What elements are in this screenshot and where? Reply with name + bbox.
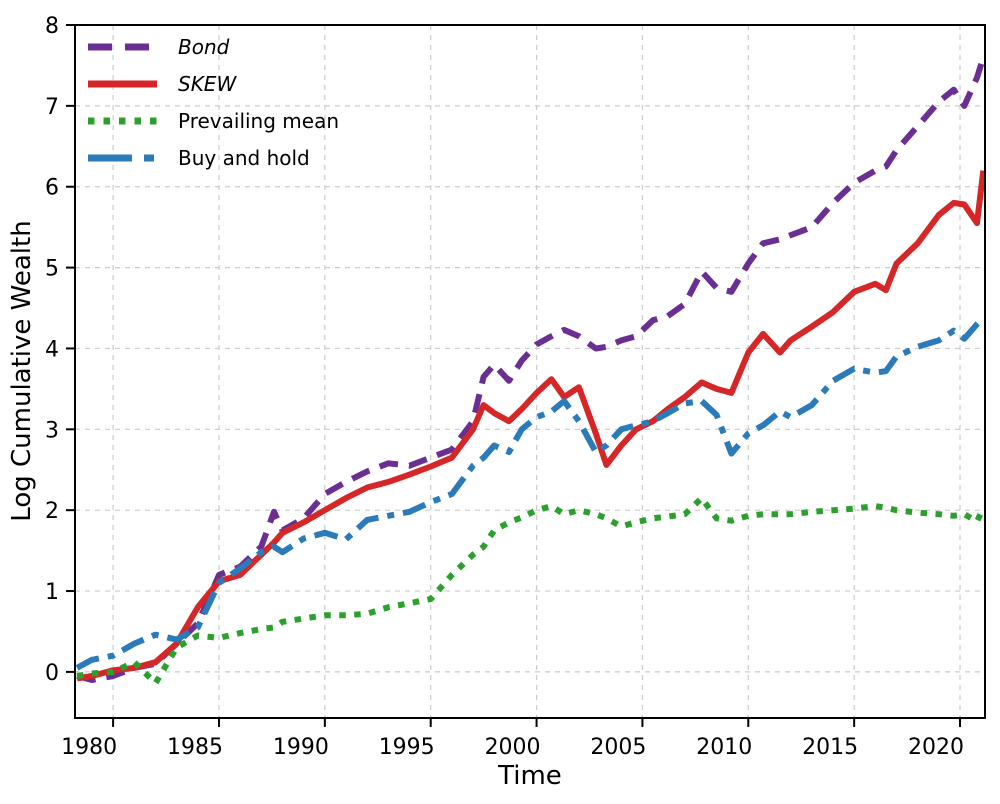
x-tick-label: 1990 [273,735,329,760]
plot-border [74,24,986,719]
series-line-buy-and-hold [75,315,986,671]
legend-label: Buy and hold [178,146,310,170]
x-tick-label: 1995 [379,735,435,760]
series-line-bond [76,56,987,683]
legend-label: Prevailing mean [178,109,339,133]
legend-item-skew: SKEW [88,72,237,96]
data-series [75,56,987,687]
y-tick-label: 5 [45,257,59,282]
x-tick-label: 2015 [802,735,858,760]
y-tick-label: 0 [45,661,59,686]
legend-item-prevailing-mean: Prevailing mean [88,109,339,133]
tick-labels: 1980 1985 1990 1995 2000 2005 2010 2015 2020 0 1 2 3… [45,14,964,760]
y-tick-label: 3 [45,418,59,443]
y-tick-label: 1 [45,580,59,605]
y-tick-label: 7 [45,95,59,120]
y-tick-label: 2 [45,499,59,524]
y-tick-label: 8 [45,14,59,39]
x-tick-label: 1985 [167,735,223,760]
legend-item-buy-and-hold: Buy and hold [88,146,310,170]
y-axis-label: Log Cumulative Wealth [7,220,37,521]
axes [66,24,986,727]
x-tick-label: 2020 [908,735,964,760]
legend-label: Bond [178,35,230,59]
legend-item-bond: Bond [88,35,230,59]
legend: Bond SKEW Prevailing mean Buy and hold [88,35,339,170]
y-tick-label: 6 [45,176,59,201]
x-tick-label: 2010 [696,735,752,760]
legend-label: SKEW [178,72,237,96]
x-axis-label: Time [497,761,562,791]
x-tick-label: 2005 [590,735,646,760]
x-tick-label: 1980 [61,735,117,760]
x-tick-label: 2000 [485,735,541,760]
y-tick-label: 4 [45,337,59,362]
